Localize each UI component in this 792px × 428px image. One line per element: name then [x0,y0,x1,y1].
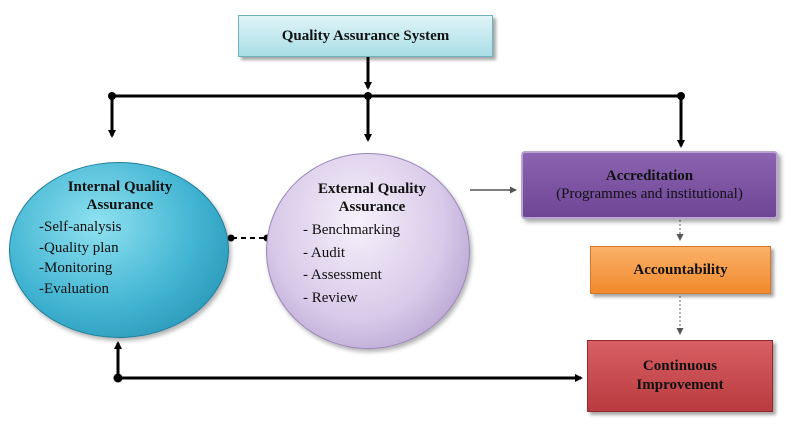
external-title-line2: Assurance [338,199,406,215]
internal-quality-title: Internal Quality Assurance [40,178,200,214]
internal-item-self-analysis: -Self-analysis [39,219,122,235]
accreditation-subtitle: (Programmes and institutional) [556,186,743,202]
external-quality-assurance-ellipse [266,153,470,349]
external-item-audit: - Audit [303,244,346,261]
continuous-line1: Continuous [642,358,718,374]
internal-title-line2: Assurance [86,197,154,213]
internal-quality-assurance-ellipse [9,162,229,338]
internal-item-quality-plan: -Quality plan [39,239,119,256]
junction-dot-bottom [113,373,123,383]
quality-assurance-system-box: Quality Assurance System [238,15,493,57]
external-quality-title: External Quality Assurance [292,180,452,216]
internal-title-line1: Internal Quality [67,179,173,195]
accreditation-box: Accreditation (Programmes and institutio… [521,151,778,219]
internal-item-evaluation: -Evaluation [39,280,109,297]
accreditation-title: Accreditation [605,168,694,184]
accountability-box: Accountability [590,246,771,294]
external-title-line1: External Quality [318,181,426,197]
external-item-benchmarking: - Benchmarking [303,222,401,238]
continuous-improvement-box: Continuous Improvement [587,340,773,412]
quality-assurance-system-label: Quality Assurance System [281,27,450,44]
internal-items-list: -Self-analysis -Quality plan -Monitoring… [39,217,121,299]
internal-item-monitoring: -Monitoring [39,260,113,276]
external-item-assessment: - Assessment [303,267,382,283]
external-items-list: - Benchmarking - Audit - Assessment - Re… [303,219,400,309]
dashed-link-dot-left [227,234,235,242]
external-item-review: - Review [303,289,358,306]
accountability-label: Accountability [633,261,728,278]
continuous-line2: Improvement [636,377,724,393]
